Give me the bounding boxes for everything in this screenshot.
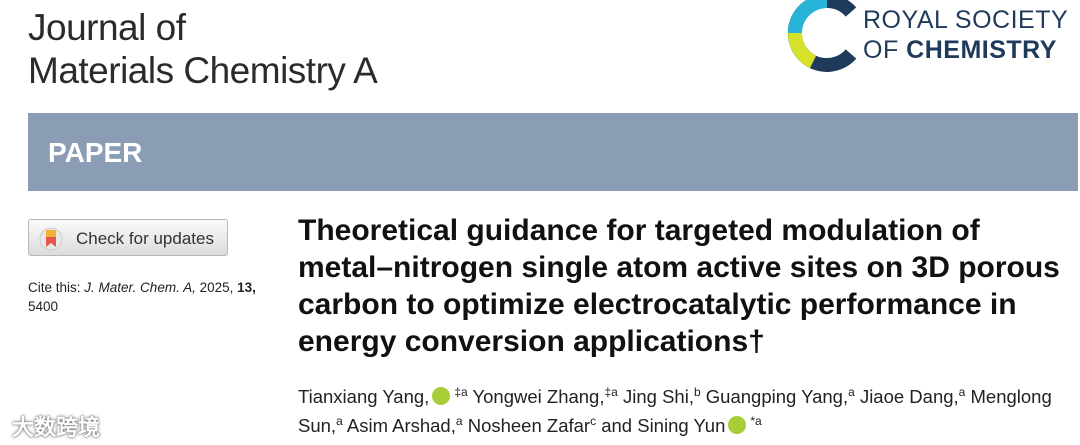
author-list: Tianxiang Yang, ‡a Yongwei Zhang,‡a Jing … xyxy=(298,380,1068,438)
orcid-icon xyxy=(432,387,451,406)
rsc-logo xyxy=(787,0,857,72)
orcid-icon xyxy=(728,416,747,435)
publisher-name: CHEMISTRY xyxy=(906,36,1057,64)
check-updates-button[interactable]: Check for updates xyxy=(28,219,228,256)
affiliation-mark: b xyxy=(693,385,701,399)
citation: Cite this: J. Mater. Chem. A, 2025, 13, … xyxy=(28,278,278,316)
publisher-name: ROYAL SOCIETY xyxy=(863,6,1069,34)
section-bar: PAPER xyxy=(28,113,1078,191)
author-name: Guangping Yang, xyxy=(705,386,849,408)
author-name: Jing Shi, xyxy=(623,386,694,408)
watermark: 大数跨境 xyxy=(12,415,101,440)
affiliation-mark: a xyxy=(958,385,966,399)
author-name: Asim Arshad, xyxy=(346,415,456,437)
author-name: Menglong Sun, xyxy=(298,386,1052,437)
author-name: Nosheen Zafar xyxy=(467,415,591,437)
cite-volume: 13, xyxy=(237,280,256,295)
author-name: Yongwei Zhang, xyxy=(472,386,605,408)
affiliation-mark: ‡a xyxy=(454,385,468,399)
cite-journal: J. Mater. Chem. A, xyxy=(84,280,196,295)
section-label: PAPER xyxy=(48,137,143,168)
conjunction: and xyxy=(601,415,633,437)
affiliation-mark: a xyxy=(455,414,463,429)
publisher-name: OF CHEMISTRY xyxy=(863,38,1057,63)
author-name: Jiaoe Dang, xyxy=(859,386,959,408)
button-label[interactable]: Check for updates xyxy=(76,229,214,248)
journal-title: Journal of xyxy=(28,7,186,48)
cite-year: 2025, xyxy=(199,280,234,295)
affiliation-mark: a xyxy=(336,414,343,429)
affiliation-mark: c xyxy=(590,414,597,429)
cite-label: Cite this: xyxy=(28,280,81,295)
author-name: Sining Yun xyxy=(637,415,726,437)
author-name: Tianxiang Yang, xyxy=(298,386,430,408)
article-title: Theoretical guidance for targeted modula… xyxy=(298,214,1060,358)
update-icon xyxy=(39,227,63,251)
affiliation-mark: a xyxy=(848,385,855,399)
journal-title: Materials Chemistry A xyxy=(28,50,378,91)
affiliation-mark: *a xyxy=(750,414,762,429)
cite-page: 5400 xyxy=(28,299,59,314)
affiliation-mark: ‡a xyxy=(604,385,618,399)
publisher-name: OF xyxy=(863,36,899,64)
